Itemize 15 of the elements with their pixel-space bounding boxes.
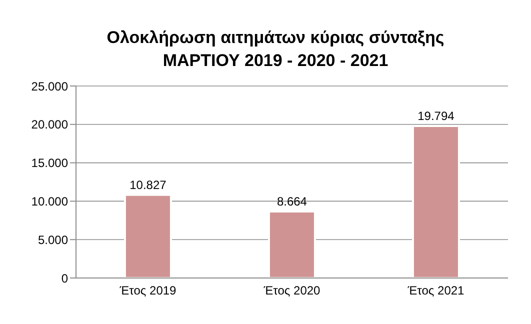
y-tick-label: 20.000 — [31, 118, 68, 132]
x-tick-label: Έτος 2019 — [118, 284, 177, 298]
data-label: 10.827 — [130, 178, 167, 192]
y-tick-label: 0 — [61, 271, 68, 286]
data-label: 19.794 — [418, 108, 455, 123]
y-tick-label: 25.000 — [31, 79, 68, 94]
chart-title: Ολοκλήρωση αιτημάτων κύριας σύνταξης — [106, 27, 446, 49]
x-tick-label: Έτος 2021 — [406, 284, 465, 298]
y-tick-label: 10.000 — [31, 194, 68, 208]
x-tick-label: Έτος 2020 — [262, 284, 321, 298]
y-tick-label: 5.000 — [38, 232, 68, 247]
data-label: 8.664 — [276, 194, 308, 208]
bar — [124, 194, 172, 278]
y-tick-label: 15.000 — [31, 156, 68, 170]
chart-subtitle: ΜΑΡΤΙΟΥ 2019 - 2020 - 2021 — [162, 50, 390, 72]
